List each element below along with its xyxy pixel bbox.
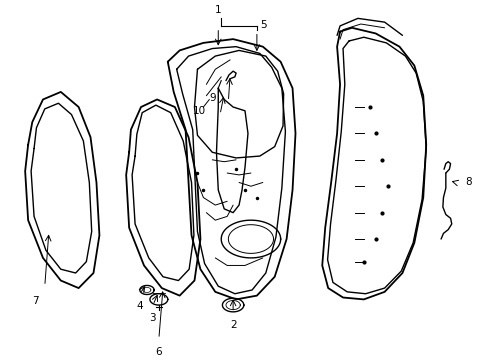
Text: 7: 7 [32, 296, 39, 306]
Text: 2: 2 [230, 320, 237, 330]
Text: 3: 3 [149, 312, 156, 323]
Text: 5: 5 [260, 20, 267, 30]
Text: 4: 4 [137, 301, 143, 311]
Text: 6: 6 [155, 347, 162, 356]
Text: 10: 10 [193, 106, 206, 116]
Text: 1: 1 [215, 5, 221, 15]
Text: 8: 8 [465, 177, 471, 188]
Text: 9: 9 [210, 93, 217, 103]
